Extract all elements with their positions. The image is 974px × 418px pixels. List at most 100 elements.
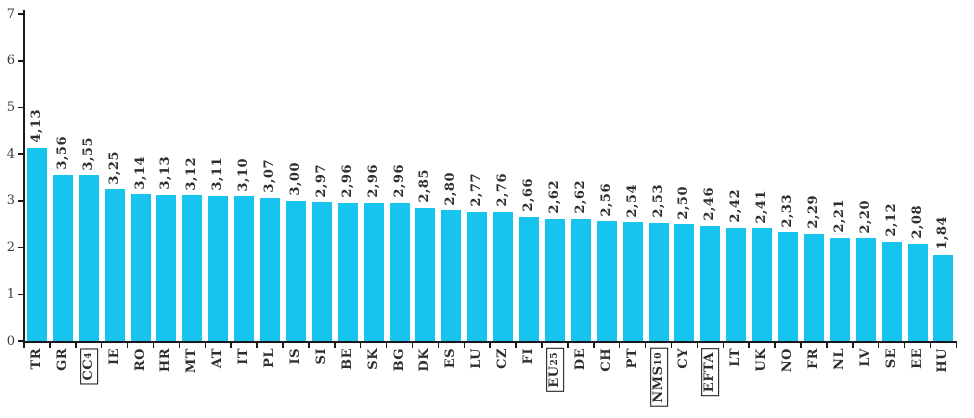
y-tick-label: 1 [6,286,15,302]
y-tick [17,106,24,109]
bar [493,212,514,341]
bar-value-label: 3,07 [261,158,277,193]
x-tick [541,342,543,348]
bar [415,207,436,341]
bar [234,196,255,341]
x-axis-label: HU [935,348,951,373]
x-tick [152,342,155,348]
bar [519,216,540,341]
bar-value-label: 3,25 [106,150,122,185]
y-tick-label: 0 [6,333,15,349]
y-tick-label: 3 [6,193,15,209]
x-axis-label: EFTA [701,348,720,397]
bar [596,221,617,341]
bar-value-label: 3,56 [54,136,70,170]
x-tick [929,342,932,348]
bar-value-label: 2,54 [624,183,640,218]
x-axis-label: AT [210,348,226,369]
bar [467,211,488,341]
x-tick [23,342,25,348]
x-tick [670,342,673,348]
x-tick [359,342,362,348]
bar [182,195,203,341]
bar [881,241,902,341]
x-axis-label: DE [572,348,588,371]
bar [389,202,410,341]
bar-value-label: 3,11 [210,157,226,191]
bar-value-label: 2,56 [598,182,614,217]
x-axis-label: FI [520,348,536,365]
bar-value-label: 2,42 [728,189,744,223]
x-axis-line [23,341,958,343]
bar-value-label: 2,29 [805,195,821,230]
y-tick [17,340,24,342]
bar [544,218,565,341]
x-tick [411,342,414,348]
bar [622,222,643,341]
x-axis-label: GR [54,348,70,371]
x-axis-label-text: CC [80,358,96,381]
bar [829,237,850,341]
x-tick [308,342,310,348]
bar [855,238,876,341]
bar-value-label: 2,50 [676,185,692,220]
x-tick [800,342,802,348]
y-axis-line [23,10,25,341]
bar [285,200,306,341]
x-tick [644,342,647,348]
x-axis-label: MT [184,348,200,374]
x-axis-label: NO [779,348,795,373]
bar [726,227,747,341]
x-axis-label: PT [624,348,640,369]
bar-value-label: 2,96 [391,164,407,198]
x-tick [826,342,828,348]
x-axis-label: FR [805,348,821,370]
x-tick [437,342,440,348]
bar [311,202,332,341]
bar-value-label: 2,41 [753,189,769,224]
bar [648,222,669,341]
x-axis-label: CH [598,348,614,372]
bar [52,174,73,341]
x-axis-label: NL [831,348,847,371]
x-axis-label: CY [676,348,692,369]
bar-value-label: 3,14 [132,155,148,190]
bar [441,210,462,341]
y-tick [17,246,24,249]
bar-value-label: 2,62 [546,179,562,214]
bar-value-label: 2,96 [339,164,355,198]
bar-value-label: 4,13 [28,109,44,144]
bar-value-label: 3,00 [287,162,303,196]
bar-value-label: 3,12 [184,156,200,191]
x-axis-label: LU [469,348,485,369]
y-tick-label: 7 [6,6,15,22]
bar [130,194,151,341]
bar-value-label: 2,20 [857,199,873,234]
x-tick [49,342,51,348]
bar-value-label: 2,76 [494,173,510,208]
x-tick [852,342,854,348]
x-tick [515,342,517,348]
x-axis-label: SI [313,348,329,365]
bar-value-label: 2,85 [417,169,433,203]
x-axis-label-subscript: 10 [653,352,664,366]
bar-value-label: 1,84 [935,216,951,251]
bar [674,224,695,341]
bar [78,175,99,341]
y-tick [17,60,24,62]
x-tick [593,342,595,348]
x-axis-label: IS [287,348,303,365]
bar-value-label: 3,55 [80,136,96,171]
y-tick-label: 5 [6,100,15,115]
bar [803,234,824,341]
x-tick [178,342,181,348]
y-tick-label: 4 [6,146,15,162]
x-axis-label: LV [857,348,873,367]
x-tick [696,342,699,348]
bar-value-label: 2,21 [831,199,847,233]
bar [208,195,229,341]
x-axis-label: DK [417,348,433,372]
x-tick [877,342,880,348]
bar [907,243,928,341]
